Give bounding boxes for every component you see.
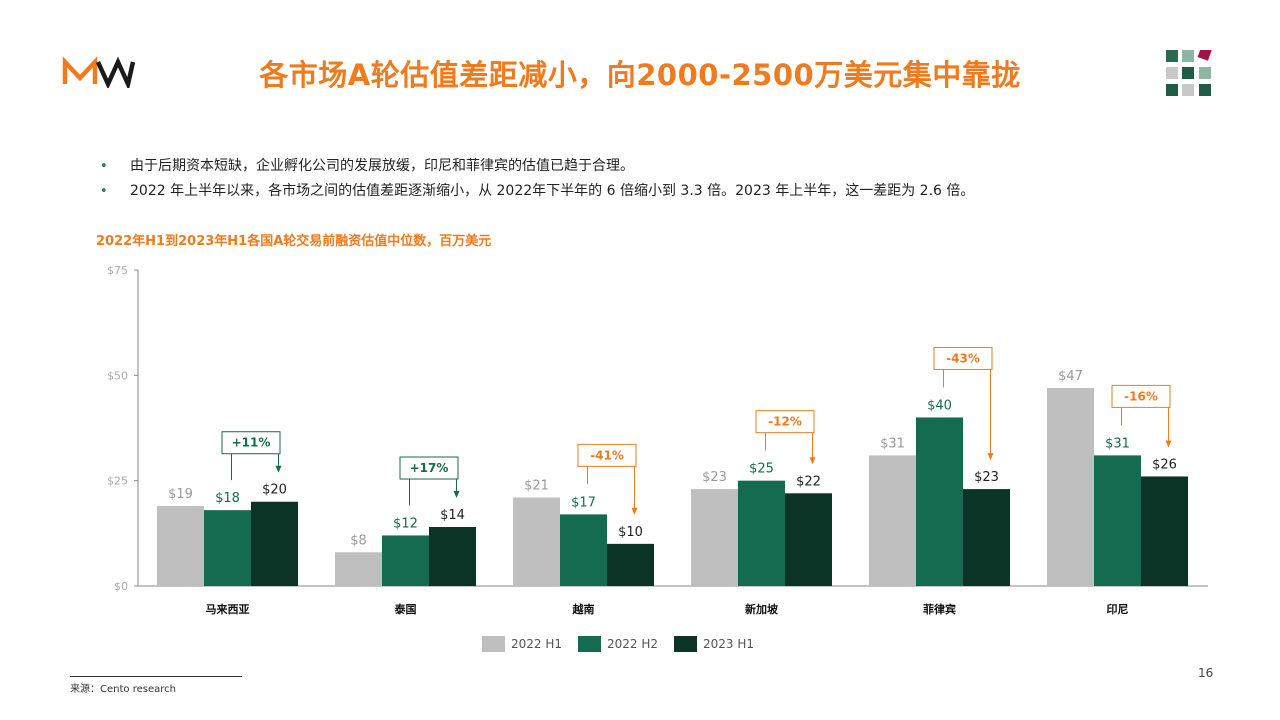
category-label: 泰国	[394, 602, 417, 616]
legend-swatch	[578, 636, 602, 652]
bar-2022-h1	[157, 505, 204, 586]
bar-value-label: $31	[1105, 436, 1130, 451]
bar-2022-h1	[869, 455, 916, 586]
bullet-text: 由于后期资本短缺，企业孵化公司的发展放缓，印尼和菲律宾的估值已趋于合理。	[130, 158, 634, 174]
y-tick-label: $75	[107, 264, 128, 277]
change-box	[1111, 384, 1171, 408]
bar-2022-h1	[1047, 387, 1094, 586]
bar-value-label: $20	[262, 483, 287, 498]
legend-swatch	[482, 636, 505, 652]
bar-2023-h1	[251, 501, 298, 586]
page-number: 16	[1198, 666, 1214, 680]
bar-2022-h2	[560, 514, 607, 586]
bar-2022-h2	[738, 480, 785, 586]
bar-2022-h2	[382, 535, 429, 586]
bar-2023-h1	[429, 527, 476, 586]
bar-2022-h1	[513, 497, 560, 586]
change-arrowhead	[1165, 440, 1172, 448]
change-arrowhead	[453, 491, 460, 499]
bullet-text: 2022 年上半年以来，各市场之间的估值差距逐渐缩小，从 2022年下半年的 6…	[130, 183, 975, 199]
bar-value-label: $22	[796, 474, 821, 489]
legend-label: 2022 H1	[511, 637, 563, 651]
bullet-list: • 由于后期资本短缺，企业孵化公司的发展放缓，印尼和菲律宾的估值已趋于合理。 •…	[100, 154, 974, 204]
change-box	[577, 443, 637, 467]
bar-2022-h1	[691, 489, 738, 586]
bar-value-label: $14	[440, 508, 465, 523]
bar-value-label: $25	[749, 462, 774, 477]
bar-value-label: $17	[571, 495, 596, 510]
change-arrowhead	[987, 453, 994, 461]
bar-2023-h1	[1141, 476, 1188, 586]
y-tick-label: $0	[114, 580, 128, 593]
chart-legend: 2022 H1 2022 H2 2023 H1	[482, 636, 770, 652]
legend-item: 2023 H1	[674, 636, 754, 652]
category-label: 新加坡	[745, 602, 779, 616]
bar-value-label: $12	[393, 516, 418, 531]
change-box	[933, 346, 993, 370]
category-label: 印尼	[1107, 603, 1129, 616]
legend-swatch	[674, 636, 698, 652]
legend-item: 2022 H2	[578, 636, 658, 652]
change-box	[755, 410, 815, 434]
change-box	[221, 431, 281, 455]
bar-value-label: $40	[927, 398, 952, 413]
bar-value-label: $31	[880, 436, 905, 451]
grid-squares-icon	[1166, 50, 1212, 96]
bar-value-label: $21	[524, 479, 549, 494]
bar-value-label: $19	[168, 487, 193, 502]
legend-label: 2022 H2	[607, 637, 659, 651]
source-note: 来源：Cento research	[70, 684, 176, 695]
bar-2022-h2	[204, 510, 251, 586]
category-label: 菲律宾	[923, 602, 956, 616]
category-label: 越南	[572, 602, 595, 616]
bullet-dot: •	[100, 184, 108, 199]
footnote-divider	[70, 676, 242, 677]
bullet-item: • 由于后期资本短缺，企业孵化公司的发展放缓，印尼和菲律宾的估值已趋于合理。	[100, 154, 974, 179]
change-label: -12%	[768, 415, 802, 429]
bar-2022-h1	[335, 552, 382, 586]
change-label: -41%	[590, 448, 624, 462]
change-label: -16%	[1124, 389, 1158, 403]
change-label: +17%	[410, 461, 449, 475]
bar-2023-h1	[785, 493, 832, 586]
bar-value-label: $18	[215, 491, 240, 506]
bar-2022-h2	[1094, 455, 1141, 586]
legend-item: 2022 H1	[482, 636, 562, 652]
bar-value-label: $8	[350, 533, 367, 548]
change-arrowhead	[809, 457, 816, 465]
bar-value-label: $10	[618, 525, 643, 540]
bullet-item: • 2022 年上半年以来，各市场之间的估值差距逐渐缩小，从 2022年下半年的…	[100, 179, 974, 204]
y-tick-label: $50	[107, 369, 128, 382]
change-label: -43%	[946, 351, 980, 365]
bar-2023-h1	[607, 543, 654, 586]
bar-2022-h2	[916, 417, 963, 586]
change-arrowhead	[631, 507, 638, 515]
change-arrowhead	[275, 465, 282, 473]
bar-value-label: $47	[1058, 369, 1083, 384]
bar-2023-h1	[963, 489, 1010, 586]
bar-value-label: $23	[702, 470, 727, 485]
category-label: 马来西亚	[206, 602, 250, 616]
legend-label: 2023 H1	[703, 637, 755, 651]
bullet-dot: •	[100, 159, 108, 174]
bar-value-label: $26	[1152, 457, 1177, 472]
page-title: 各市场A轮估值差距减小，向2000-2500万美元集中靠拢	[259, 58, 1021, 92]
y-tick-label: $25	[107, 475, 128, 488]
chart-title: 2022年H1到2023年H1各国A轮交易前融资估值中位数，百万美元	[96, 234, 492, 249]
bar-value-label: $23	[974, 470, 999, 485]
change-label: +11%	[232, 436, 271, 450]
change-box	[399, 456, 459, 480]
company-logo	[62, 56, 136, 88]
